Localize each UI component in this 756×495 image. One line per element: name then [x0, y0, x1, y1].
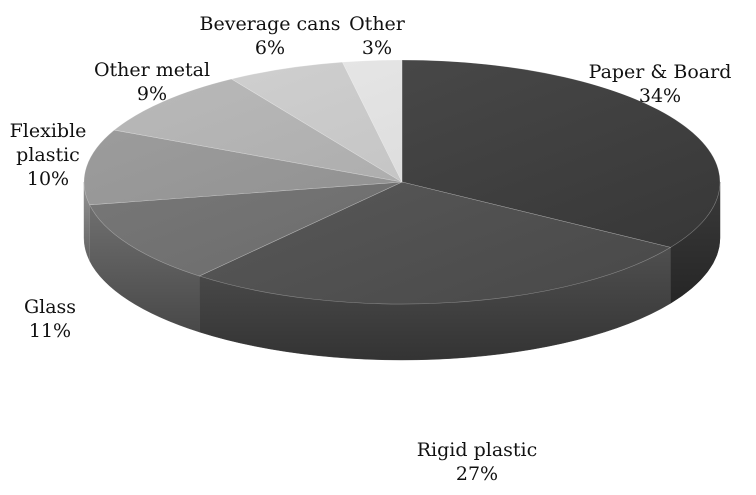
- slice-label-flexible-plastic: Flexible plastic 10%: [10, 120, 87, 190]
- pie-tops: [84, 60, 720, 304]
- slice-label-other: Other 3%: [349, 13, 406, 59]
- slice-label-rigid-plastic: Rigid plastic 27%: [417, 439, 538, 485]
- pie-top-shine: [84, 60, 720, 304]
- slice-label-beverage-cans: Beverage cans 6%: [200, 13, 341, 59]
- slice-label-glass: Glass 11%: [24, 296, 76, 342]
